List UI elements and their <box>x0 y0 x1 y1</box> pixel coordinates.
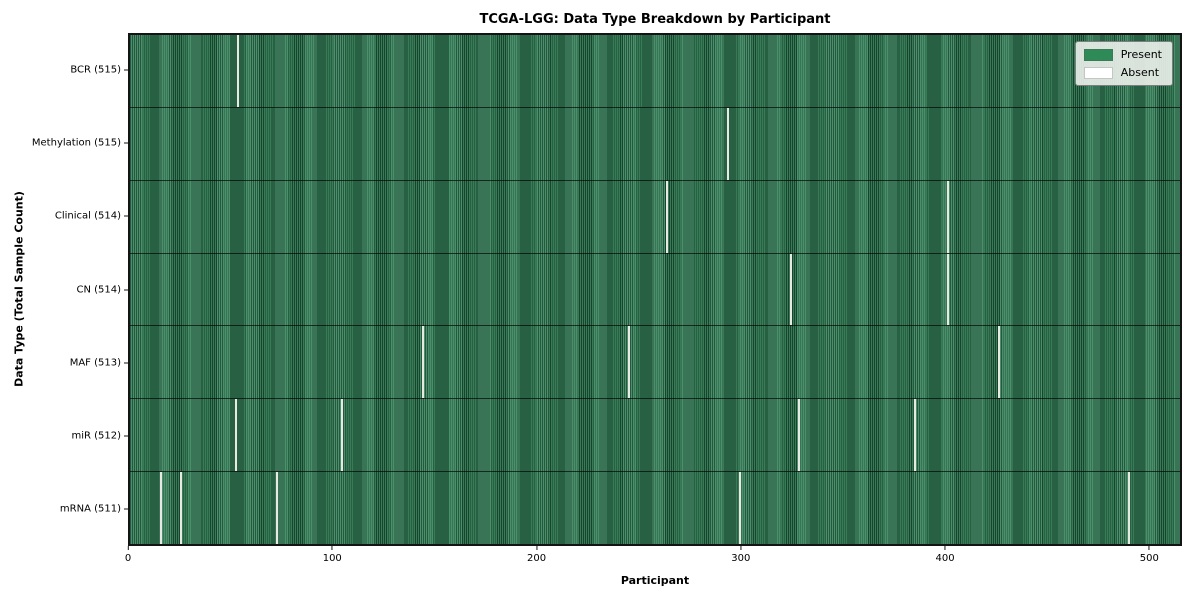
x-axis-label: Participant <box>620 574 690 587</box>
x-tick-label: 200 <box>526 553 547 564</box>
x-tick-label: 500 <box>1139 553 1159 564</box>
absent-line <box>234 399 237 472</box>
y-tick-mark <box>124 508 128 510</box>
legend-swatch <box>1083 48 1113 61</box>
y-tick-label: Clinical (514) <box>54 210 121 222</box>
legend: Present Absent <box>1074 41 1173 86</box>
absent-line <box>340 399 343 472</box>
y-tick-labels: BCR (515) Methylation (515) Clinical (514)… <box>0 33 128 546</box>
heatmap-row <box>130 325 1180 399</box>
x-tick: 400 <box>936 546 955 564</box>
x-tick-label: 100 <box>322 553 342 564</box>
x-tick-labels: 0 100 200 300 400 500 <box>125 546 1182 572</box>
y-tick-label: mRNA (511) <box>59 503 121 515</box>
x-tick: 200 <box>527 546 546 564</box>
absent-line <box>1128 472 1131 545</box>
y-tick: mRNA (511) <box>60 504 128 515</box>
absent-line <box>627 326 630 399</box>
legend-label: Absent <box>1120 66 1160 79</box>
x-tick-label: 400 <box>935 553 955 564</box>
y-tick-label: MAF (513) <box>69 357 121 369</box>
absent-line <box>275 472 278 545</box>
absent-line <box>947 180 950 253</box>
x-tick-mark <box>1148 546 1150 550</box>
absent-line <box>798 399 801 472</box>
absent-line <box>727 107 730 180</box>
y-tick-mark <box>124 215 128 217</box>
y-tick-mark <box>124 69 128 71</box>
x-tick: 100 <box>323 546 342 564</box>
absent-line <box>179 472 182 545</box>
y-tick: CN (514) <box>76 284 128 295</box>
heatmap-row <box>130 106 1180 180</box>
y-tick-label: BCR (515) <box>70 64 121 76</box>
heatmap-row <box>130 471 1180 545</box>
legend-item: Absent <box>1083 66 1162 79</box>
legend-label: Present <box>1120 48 1162 61</box>
y-tick: Methylation (515) <box>32 137 128 148</box>
absent-line <box>790 253 793 326</box>
y-tick-mark <box>124 362 128 364</box>
y-tick-label: Methylation (515) <box>31 137 121 149</box>
absent-line <box>947 253 950 326</box>
x-tick: 300 <box>731 546 750 564</box>
y-tick: BCR (515) <box>70 64 128 75</box>
y-tick-mark <box>124 142 128 144</box>
x-tick-mark <box>127 546 129 550</box>
legend-item: Present <box>1083 48 1162 61</box>
absent-line <box>159 472 162 545</box>
x-tick: 500 <box>1140 546 1159 564</box>
absent-line <box>739 472 742 545</box>
heatmap-row <box>130 252 1180 326</box>
absent-line <box>422 326 425 399</box>
x-tick-label: 0 <box>124 553 132 564</box>
x-tick-mark <box>944 546 946 550</box>
y-tick: Clinical (514) <box>55 211 128 222</box>
y-tick-mark <box>124 435 128 437</box>
absent-line <box>914 399 917 472</box>
heatmap-row <box>130 179 1180 253</box>
y-tick: miR (512) <box>71 431 128 442</box>
y-tick: MAF (513) <box>70 357 128 368</box>
y-tick-mark <box>124 289 128 290</box>
legend-swatch <box>1083 66 1113 79</box>
absent-line <box>236 35 239 107</box>
heatmap-row <box>130 398 1180 472</box>
heatmap-row <box>130 35 1180 107</box>
plot-rows <box>130 35 1180 545</box>
plot-area: Present Absent <box>128 33 1182 546</box>
x-tick-label: 300 <box>731 553 751 564</box>
x-tick: 0 <box>125 546 131 564</box>
absent-line <box>997 326 1000 399</box>
y-tick-label: miR (512) <box>71 430 121 442</box>
y-tick-label: CN (514) <box>76 284 121 295</box>
x-tick-mark <box>740 546 742 550</box>
absent-line <box>666 180 669 253</box>
x-tick-mark <box>536 546 538 550</box>
x-tick-mark <box>331 546 333 550</box>
chart-title: TCGA-LGG: Data Type Breakdown by Partici… <box>479 12 831 27</box>
